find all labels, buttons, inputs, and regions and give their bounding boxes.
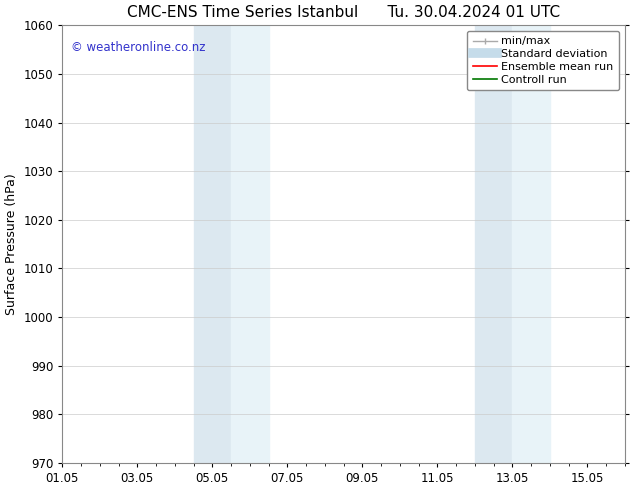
Legend: min/max, Standard deviation, Ensemble mean run, Controll run: min/max, Standard deviation, Ensemble me…	[467, 31, 619, 90]
Text: © weatheronline.co.nz: © weatheronline.co.nz	[71, 41, 205, 53]
Title: CMC-ENS Time Series Istanbul      Tu. 30.04.2024 01 UTC: CMC-ENS Time Series Istanbul Tu. 30.04.2…	[127, 5, 560, 20]
Bar	[512, 25, 550, 463]
Y-axis label: Surface Pressure (hPa): Surface Pressure (hPa)	[5, 173, 18, 315]
Bar	[475, 25, 512, 463]
Bar	[231, 25, 269, 463]
Bar	[193, 25, 231, 463]
